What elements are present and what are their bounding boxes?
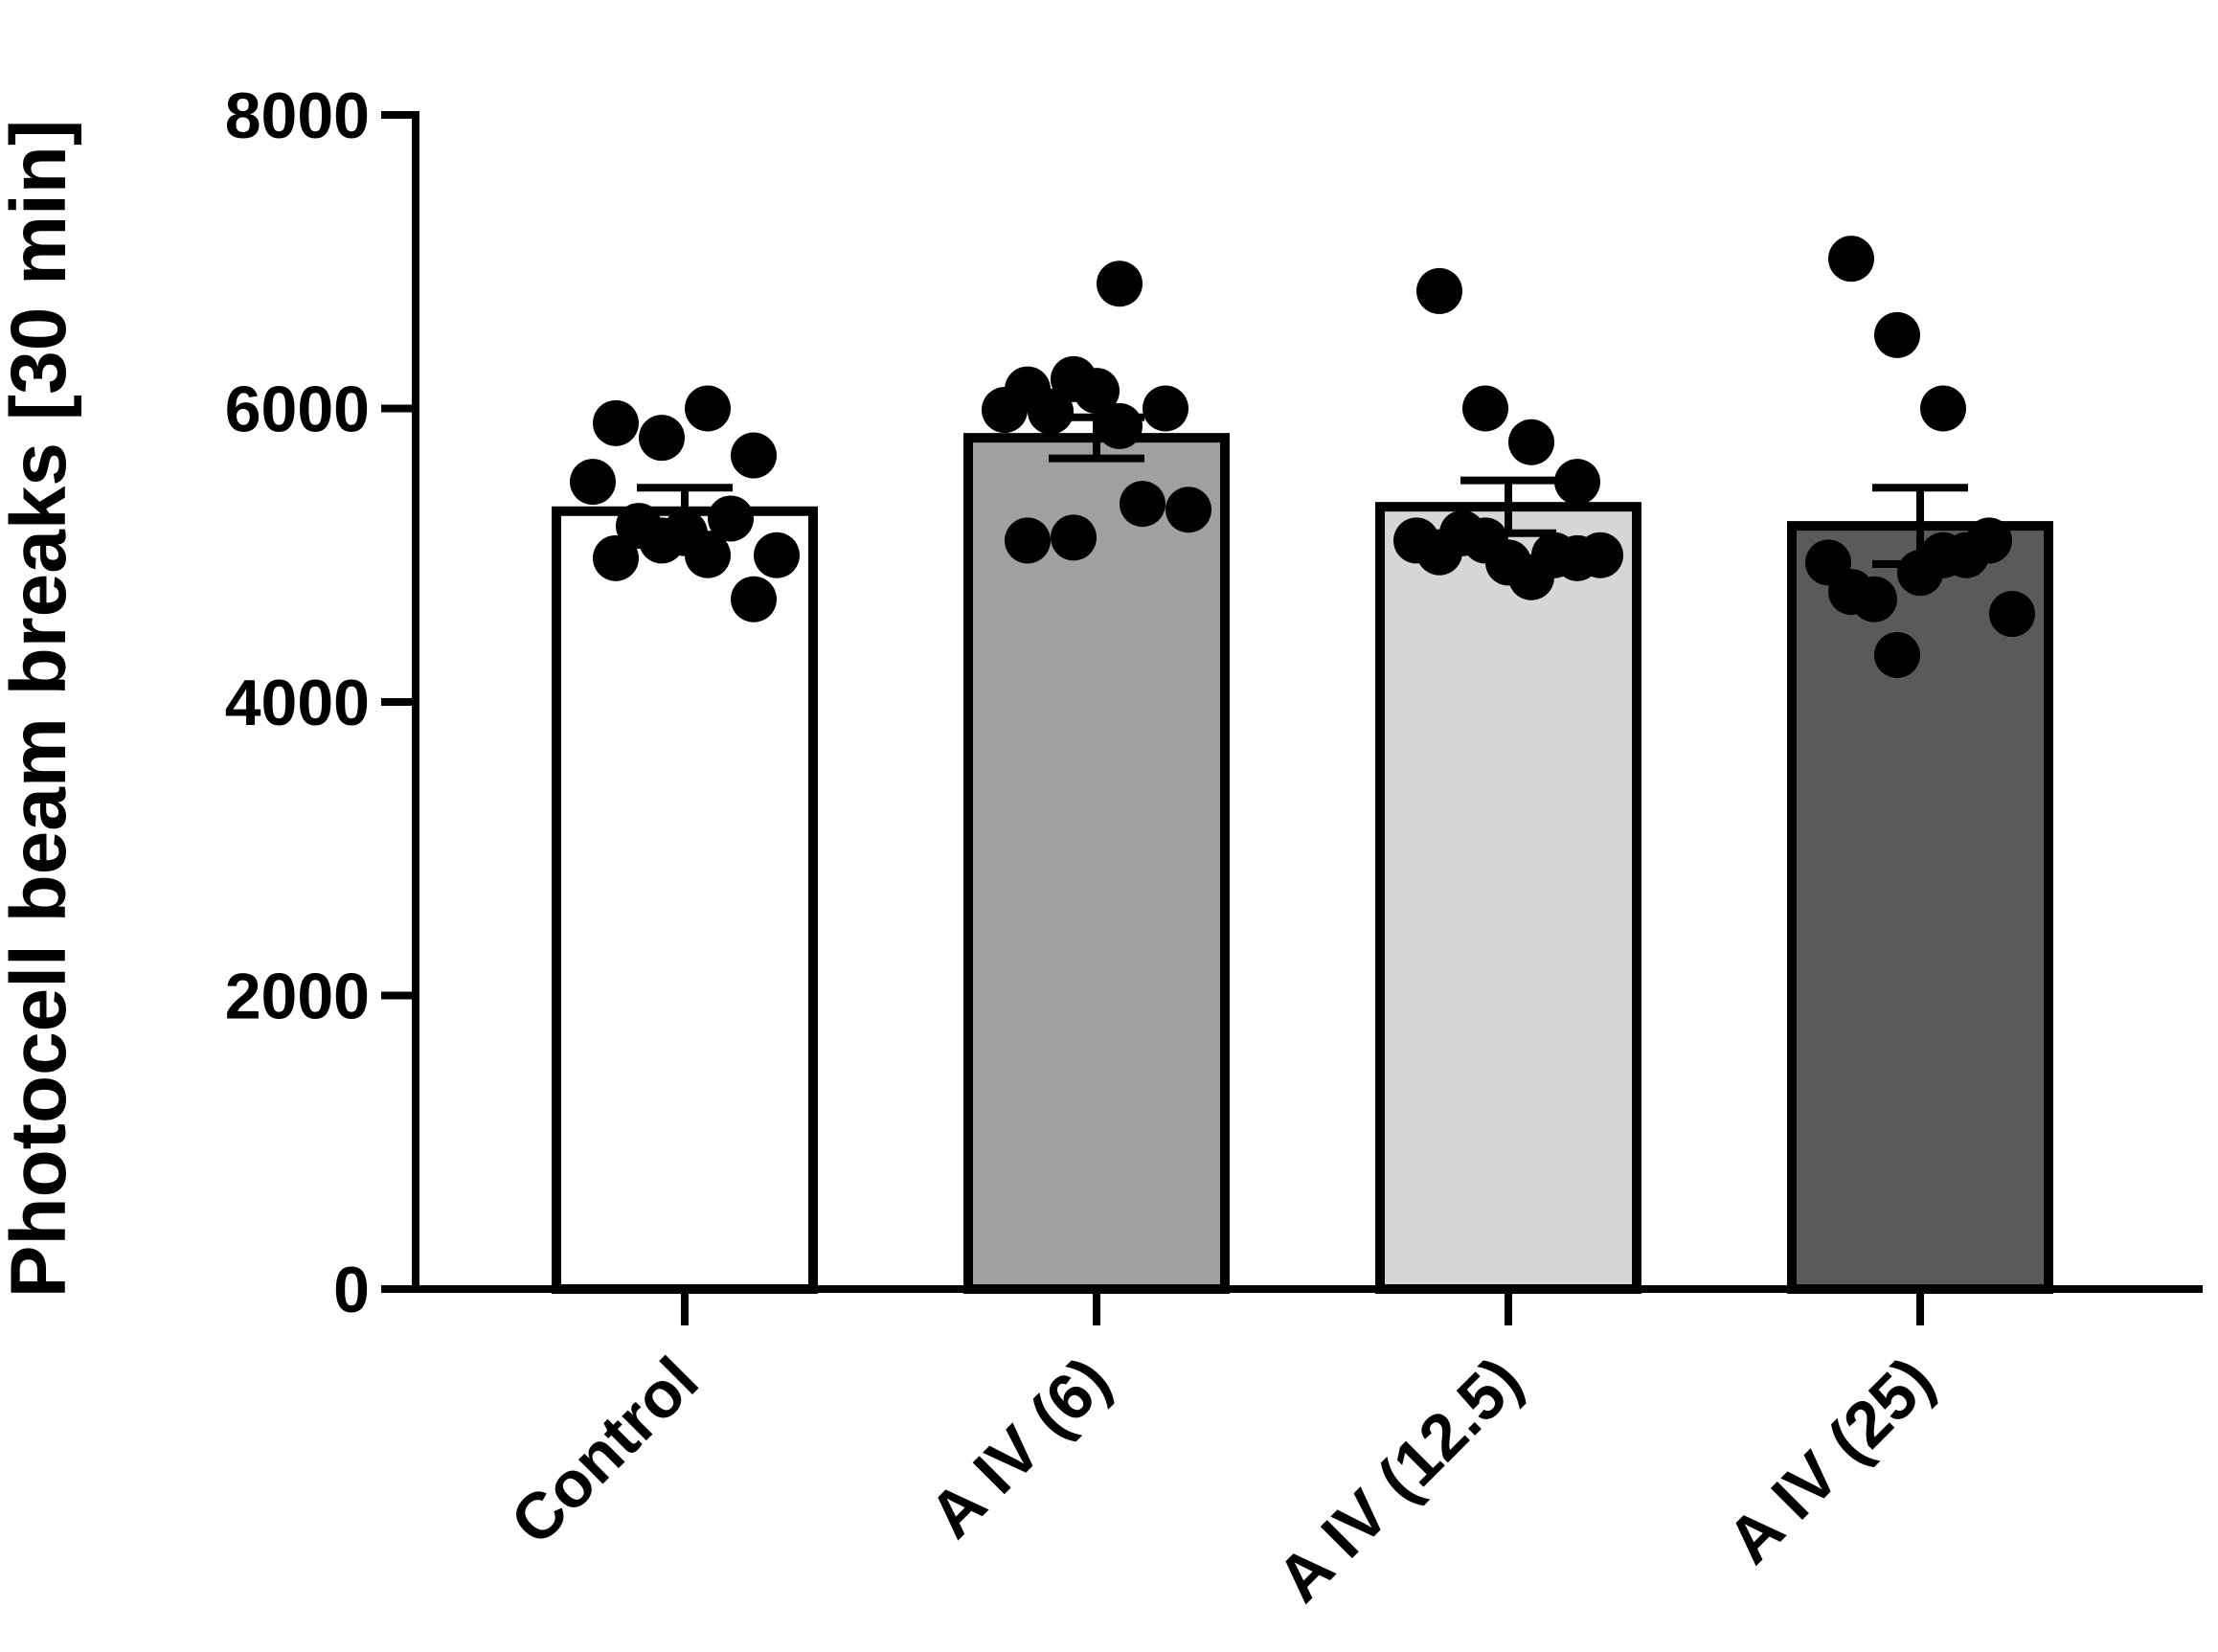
y-tick-label: 4000 (225, 667, 370, 739)
data-point (1028, 388, 1074, 435)
points-layer (570, 236, 2035, 678)
y-tick-label: 8000 (225, 79, 370, 152)
y-tick-label: 6000 (225, 373, 370, 446)
data-point (1828, 236, 1874, 283)
data-point (639, 415, 685, 462)
y-axis-title: Photocell beam breaks [30 min] (0, 120, 82, 1298)
x-category-label: A IV (6) (916, 1344, 1124, 1552)
data-point (1416, 267, 1462, 314)
data-point (685, 532, 731, 578)
x-category-label: A IV (25) (1713, 1344, 1947, 1577)
data-point (1005, 517, 1051, 564)
bars-layer (552, 413, 2053, 1294)
data-point (1508, 554, 1554, 600)
data-point (1508, 419, 1554, 465)
data-point (1462, 517, 1508, 564)
data-point (1051, 514, 1097, 561)
bar-0 (552, 506, 818, 1294)
data-point (1074, 368, 1120, 415)
y-ticks: 0 2000 4000 6000 8000 (225, 79, 416, 1326)
data-point (1554, 459, 1600, 506)
bar-3 (1787, 521, 2053, 1294)
data-point (1874, 631, 1920, 678)
data-point (754, 532, 800, 578)
data-point (1143, 385, 1188, 432)
data-point (685, 385, 731, 432)
data-point (1097, 260, 1143, 307)
data-point (1920, 532, 1966, 578)
data-point (639, 517, 685, 564)
bar-2 (1375, 502, 1641, 1294)
data-point (1920, 385, 1966, 432)
data-point (1097, 402, 1143, 449)
data-point (982, 387, 1028, 434)
data-point (1120, 481, 1166, 528)
data-point (1462, 385, 1508, 432)
data-point (1828, 569, 1874, 616)
data-point (731, 432, 777, 479)
data-point (708, 495, 754, 542)
data-point (593, 399, 639, 446)
data-point (593, 534, 639, 581)
data-point (731, 576, 777, 622)
data-point (1874, 311, 1920, 358)
data-point (1989, 591, 2035, 638)
y-tick-label: 0 (333, 1254, 370, 1326)
x-category-label: A IV (12.5) (1263, 1344, 1535, 1616)
y-tick-label: 2000 (225, 961, 370, 1033)
data-point (1166, 487, 1211, 533)
x-category-label: Control (497, 1344, 713, 1559)
data-point (1554, 534, 1600, 581)
bar-1 (963, 433, 1230, 1294)
data-point (1416, 529, 1462, 576)
data-point (570, 459, 616, 506)
x-ticks: Control A IV (6) A IV (12.5) A IV (25) (497, 1289, 1948, 1616)
